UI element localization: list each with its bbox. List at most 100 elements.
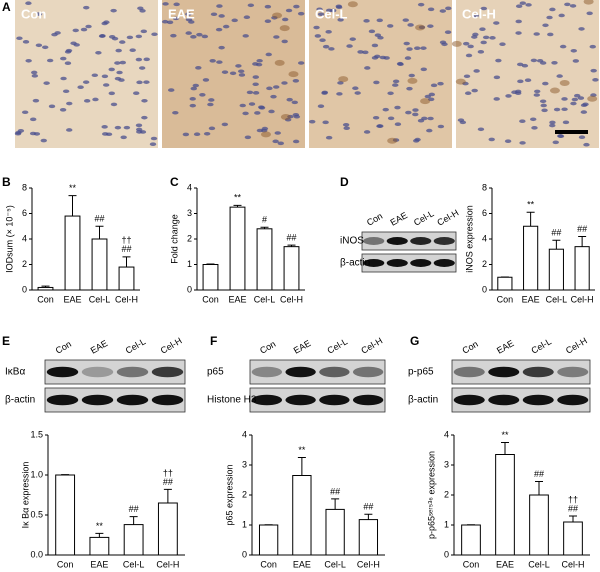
nucleus xyxy=(533,93,540,97)
nucleus xyxy=(467,44,474,49)
micrograph-label: EAE xyxy=(168,6,195,21)
nucleus xyxy=(110,8,117,13)
x-tick-label: Con xyxy=(37,294,54,304)
nucleus xyxy=(530,58,538,63)
bar xyxy=(461,524,481,556)
nucleus xyxy=(317,104,325,108)
nucleus xyxy=(531,126,538,130)
nucleus xyxy=(592,78,599,82)
nucleus xyxy=(170,33,177,38)
bar xyxy=(118,266,135,291)
blot-band xyxy=(81,394,114,406)
y-tick-label: 3 xyxy=(187,208,192,218)
nucleus xyxy=(66,128,73,132)
nucleus xyxy=(511,90,518,95)
nucleus xyxy=(387,116,395,121)
nucleus xyxy=(313,25,320,30)
nucleus xyxy=(135,34,143,39)
error-bar xyxy=(297,457,306,476)
nucleus xyxy=(252,82,259,87)
nucleus xyxy=(382,107,389,112)
nucleus xyxy=(408,73,415,78)
nucleus xyxy=(17,129,25,133)
nucleus xyxy=(72,28,79,33)
y-tick-label: 0 xyxy=(187,284,192,294)
nucleus xyxy=(31,70,38,75)
nucleus xyxy=(519,141,526,145)
x-tick-label: Cel-H xyxy=(156,559,179,569)
nucleus xyxy=(499,42,506,46)
nucleus xyxy=(238,73,246,77)
x-tick-label: Cel-L xyxy=(528,559,550,569)
stain xyxy=(559,79,570,86)
nucleus xyxy=(371,43,379,48)
y-tick-label: 4 xyxy=(187,182,192,192)
nucleus xyxy=(266,86,273,91)
nucleus xyxy=(141,115,148,120)
nucleus xyxy=(578,27,585,31)
nucleus xyxy=(218,14,225,18)
bar xyxy=(523,225,539,291)
nucleus xyxy=(374,54,381,59)
nucleus xyxy=(547,32,554,37)
blot-band xyxy=(386,237,408,245)
nucleus xyxy=(396,61,404,66)
nucleus xyxy=(297,11,305,16)
stain xyxy=(583,0,594,5)
blot-band xyxy=(116,366,149,378)
significance-mark: ## xyxy=(94,214,104,224)
error-bar xyxy=(163,488,172,503)
nucleus xyxy=(539,99,547,104)
y-tick-label: 1 xyxy=(187,259,192,269)
nucleus xyxy=(110,102,118,107)
nucleus xyxy=(420,67,427,72)
nucleus xyxy=(22,40,30,44)
error-bar xyxy=(41,285,50,288)
stain xyxy=(338,76,349,83)
micrograph-label: Cel-H xyxy=(462,6,496,21)
nucleus xyxy=(557,134,564,138)
blot-row-label: β-actin xyxy=(408,395,438,406)
nucleus xyxy=(114,125,122,130)
nucleus xyxy=(480,40,487,45)
nucleus xyxy=(580,110,588,114)
nucleus xyxy=(221,70,229,74)
nucleus xyxy=(126,35,134,40)
nucleus xyxy=(102,83,110,87)
nucleus xyxy=(208,98,215,102)
stain xyxy=(549,87,560,94)
nucleus xyxy=(83,5,90,10)
nucleus xyxy=(479,27,486,31)
nucleus xyxy=(317,12,325,17)
panel-letter: G xyxy=(410,334,419,348)
nucleus xyxy=(495,58,502,63)
nucleus xyxy=(530,117,537,122)
error-bar xyxy=(287,244,296,247)
nucleus xyxy=(441,42,448,47)
nucleus xyxy=(477,50,485,54)
nucleus xyxy=(577,96,585,100)
nucleus xyxy=(282,17,289,22)
nucleus xyxy=(464,91,472,96)
y-tick-label: 8 xyxy=(482,182,487,192)
nucleus xyxy=(534,89,541,94)
panel-letter: A xyxy=(2,0,11,14)
nucleus xyxy=(277,141,284,146)
significance-mark: ** xyxy=(234,193,242,203)
blot-band xyxy=(251,366,283,378)
nucleus xyxy=(261,126,269,131)
y-axis-label: IODsum (× 10⁻⁵) xyxy=(4,205,14,273)
error-bar xyxy=(122,256,131,268)
nucleus xyxy=(551,60,558,65)
nucleus xyxy=(29,131,37,136)
y-tick-label: 3 xyxy=(444,459,449,469)
significance-mark: ## xyxy=(121,244,131,254)
nucleus xyxy=(83,99,91,103)
nucleus xyxy=(60,56,67,61)
nucleus xyxy=(172,110,179,115)
significance-mark: ## xyxy=(551,228,561,238)
y-tick-label: 8 xyxy=(22,182,27,192)
nucleus xyxy=(349,37,356,41)
nucleus xyxy=(559,44,567,49)
nucleus xyxy=(493,97,500,101)
